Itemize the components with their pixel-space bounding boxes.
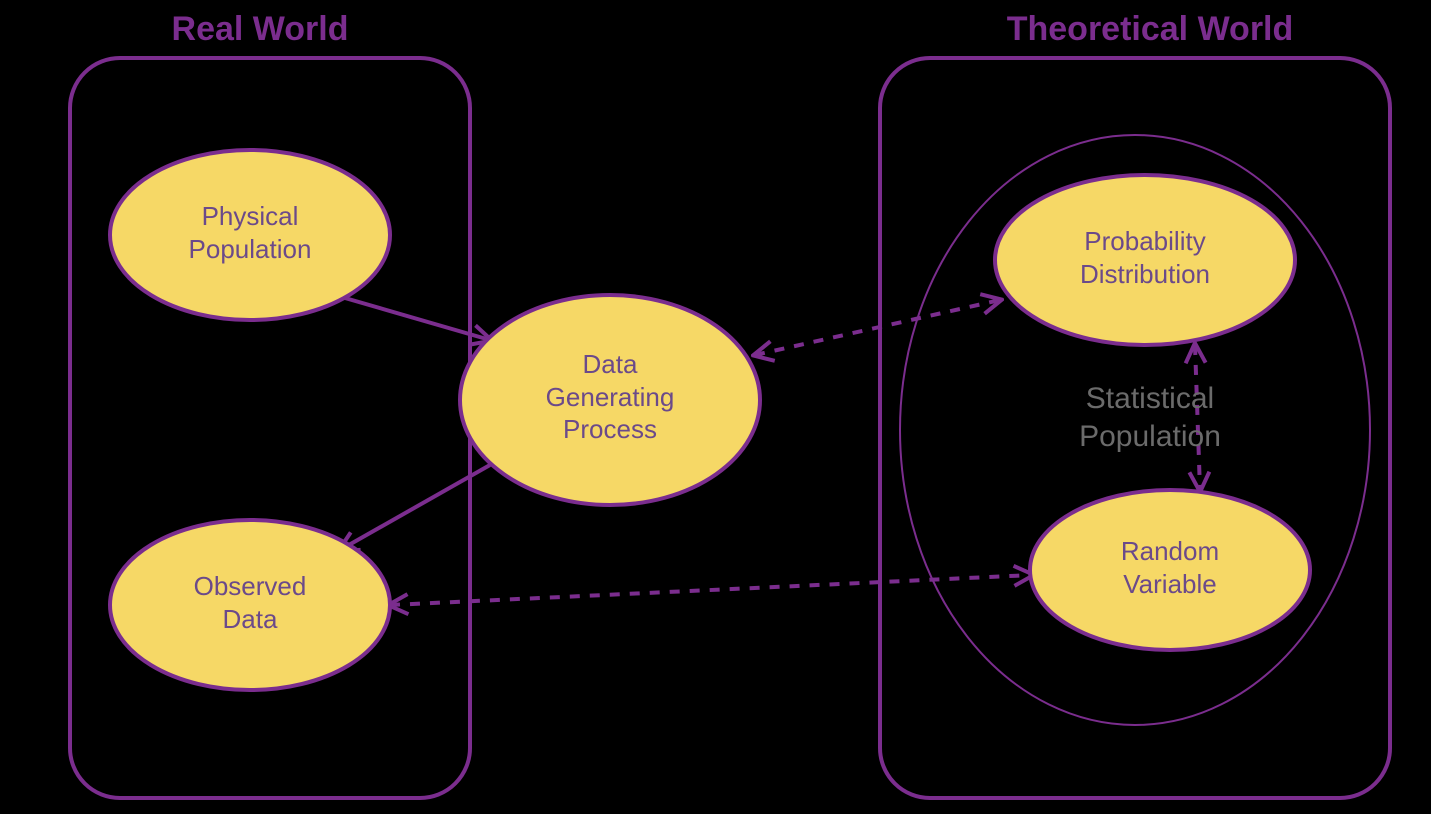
observed-data-label: Observed Data [150,570,350,635]
theoretical-world-title: Theoretical World [970,10,1330,49]
edge-dgp-probdist [755,300,1000,355]
edge-dgp-observed [340,465,490,550]
dgp-label: Data Generating Process [500,348,720,446]
edge-observed-randvar [390,575,1032,605]
statistical-population-label: Statistical Population [1020,380,1280,455]
physical-population-label: Physical Population [150,200,350,265]
probability-distribution-label: Probability Distribution [1030,225,1260,290]
real-world-title: Real World [120,10,400,49]
random-variable-label: Random Variable [1070,535,1270,600]
